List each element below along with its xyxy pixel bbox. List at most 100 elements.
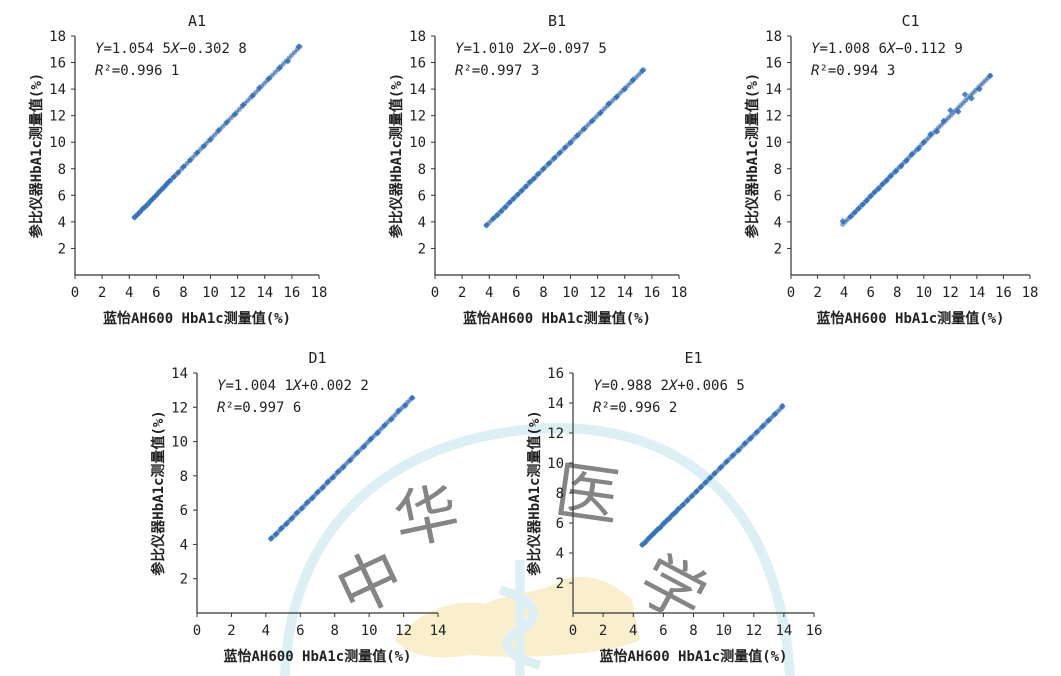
y-tick-label: 18	[765, 29, 782, 45]
watermark-char-4: 学	[627, 542, 718, 637]
y-tick-label: 10	[49, 135, 66, 151]
y-tick-label: 8	[58, 162, 66, 178]
x-tick-label: 8	[689, 623, 697, 639]
x-tick-label: 2	[599, 623, 607, 639]
y-tick-label: 8	[556, 486, 564, 502]
x-tick-label: 12	[229, 285, 246, 301]
y-tick-label: 8	[774, 162, 782, 178]
x-tick-label: 12	[745, 623, 762, 639]
panel-title: E1	[684, 349, 702, 367]
data-point	[987, 73, 993, 79]
y-tick-label: 14	[409, 82, 426, 98]
y-axis-label: 参比仪器HbA1c测量值(%)	[526, 410, 543, 575]
x-tick-label: 2	[98, 285, 106, 301]
x-tick-label: 4	[485, 285, 493, 301]
x-tick-label: 4	[840, 285, 848, 301]
y-tick-label: 16	[49, 56, 66, 72]
y-tick-label: 2	[180, 572, 188, 588]
x-axis-label: 蓝怡AH600 HbA1c测量值(%)	[103, 310, 291, 327]
x-tick-label: 8	[539, 285, 547, 301]
x-tick-label: 12	[395, 623, 412, 639]
y-tick-label: 18	[49, 29, 66, 45]
x-tick-label: 16	[283, 285, 300, 301]
r-squared-label: R²=0.996 2	[593, 400, 677, 416]
x-tick-label: 10	[361, 623, 378, 639]
x-tick-label: 4	[262, 623, 270, 639]
x-tick-label: 6	[512, 285, 520, 301]
scatter-panel-c1: 0 2 4 6 8 10 12 14 16 18 2 4 6 8 10 12 14 16 18 C1 Y=1.008 6…	[744, 12, 1038, 327]
x-tick-label: 14	[256, 285, 273, 301]
x-tick-label: 6	[659, 623, 667, 639]
y-tick-label: 4	[180, 537, 188, 553]
y-tick-label: 6	[418, 188, 426, 204]
x-tick-label: 18	[311, 285, 328, 301]
x-tick-label: 6	[152, 285, 160, 301]
x-tick-label: 2	[813, 285, 821, 301]
panel-title: C1	[901, 12, 919, 30]
r-squared-label: R²=0.997 3	[455, 63, 539, 79]
panel-title: D1	[308, 349, 326, 367]
y-tick-label: 12	[765, 109, 782, 125]
x-tick-label: 0	[787, 285, 795, 301]
scatter-panel-a1: 0 2 4 6 8 10 12 14 16 18 2 4 6 8 10 12 14 16 18 A1 Y=1.054 5…	[28, 12, 327, 327]
y-axis-label: 参比仪器HbA1c测量值(%)	[150, 410, 167, 575]
data-point	[961, 91, 969, 98]
y-tick-label: 10	[171, 435, 188, 451]
data-point	[409, 395, 415, 401]
y-tick-label: 14	[171, 366, 188, 382]
y-tick-label: 6	[774, 188, 782, 204]
y-tick-label: 16	[765, 56, 782, 72]
data-point	[779, 404, 785, 410]
data-point	[297, 43, 303, 50]
x-tick-label: 16	[806, 623, 823, 639]
x-tick-label: 16	[643, 285, 660, 301]
y-tick-label: 4	[58, 215, 66, 231]
y-tick-label: 6	[556, 516, 564, 532]
regression-equation: Y=1.008 6X−0.112 9	[811, 41, 963, 57]
y-tick-label: 10	[409, 135, 426, 151]
regression-equation: Y=1.054 5X−0.302 8	[95, 41, 247, 57]
x-tick-label: 2	[227, 623, 235, 639]
x-tick-label: 12	[942, 285, 959, 301]
panel-title: B1	[548, 12, 566, 30]
x-tick-label: 10	[715, 623, 732, 639]
x-tick-label: 14	[968, 285, 985, 301]
x-tick-label: 0	[431, 285, 439, 301]
y-tick-label: 10	[547, 456, 564, 472]
y-tick-label: 8	[418, 162, 426, 178]
y-tick-label: 2	[556, 576, 564, 592]
y-axis-label: 参比仪器HbA1c测量值(%)	[744, 73, 761, 238]
y-tick-label: 10	[765, 135, 782, 151]
y-tick-label: 4	[556, 546, 564, 562]
y-tick-label: 14	[765, 82, 782, 98]
x-tick-label: 16	[995, 285, 1012, 301]
watermark-char-3: 医	[550, 454, 624, 536]
scatter-panel-d1: 0 2 4 6 8 10 12 14 2 4 6 8 10 12 14 D1 Y=1.004 1X+0.002 …	[150, 349, 446, 665]
watermark-char-2: 华	[388, 475, 466, 561]
r-squared-label: R²=0.996 1	[95, 63, 179, 79]
x-tick-label: 8	[893, 285, 901, 301]
data-point	[955, 108, 962, 115]
y-tick-label: 16	[547, 366, 564, 382]
regression-equation: Y=0.988 2X+0.006 5	[593, 378, 745, 394]
x-axis-label: 蓝怡AH600 HbA1c测量值(%)	[463, 310, 651, 327]
y-tick-label: 2	[418, 241, 426, 257]
panel-title: A1	[188, 12, 206, 30]
x-tick-label: 18	[1022, 285, 1039, 301]
watermark-badge-arc	[280, 422, 795, 676]
r-squared-label: R²=0.997 6	[217, 400, 301, 416]
y-tick-label: 6	[180, 503, 188, 519]
y-tick-label: 2	[774, 241, 782, 257]
y-tick-label: 16	[409, 56, 426, 72]
y-tick-label: 14	[547, 396, 564, 412]
x-tick-label: 10	[202, 285, 219, 301]
x-tick-label: 14	[775, 623, 792, 639]
x-tick-label: 0	[569, 623, 577, 639]
x-tick-label: 12	[589, 285, 606, 301]
y-axis-label: 参比仪器HbA1c测量值(%)	[388, 73, 405, 238]
y-tick-label: 12	[547, 426, 564, 442]
y-tick-label: 4	[774, 215, 782, 231]
y-tick-label: 12	[409, 109, 426, 125]
y-tick-label: 12	[171, 400, 188, 416]
